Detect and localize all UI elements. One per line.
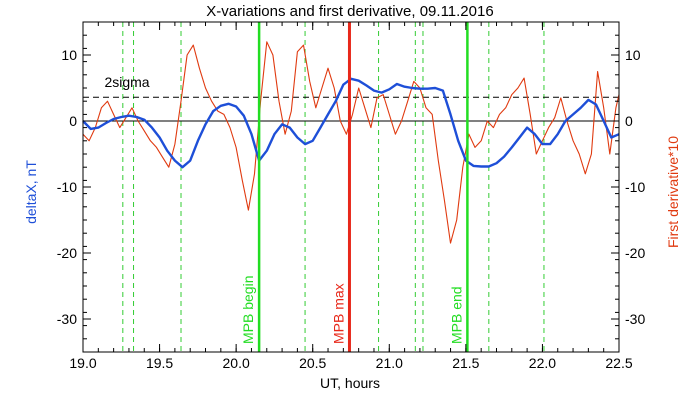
marker-label-1: MPB max [330,283,346,344]
chart-title: X-variations and first derivative, 09.11… [206,3,493,20]
x-tick-label-2: 20.0 [223,355,250,371]
x-tick-label-5: 21.5 [452,355,479,371]
plot-frame [82,21,620,353]
y-tick-label-left-0: 10 [61,47,77,63]
threshold-label: 2sigma [104,74,149,90]
y-tick-label-right-3: -20 [625,245,645,261]
x-tick-label-4: 21.0 [376,355,403,371]
y-tick-label-left-2: -10 [57,179,77,195]
plot-area: 2sigma MPB begin MPB max MPB end 19.0 19.5 20.… [57,21,645,371]
y-tick-label-right-2: -10 [625,179,645,195]
x-tick-label-7: 22.5 [605,355,632,371]
y-axis-label-left: deltaX, nT [23,160,39,224]
x-tick-label-6: 22.0 [529,355,556,371]
x-tick-label-1: 19.5 [146,355,173,371]
marker-label-0: MPB begin [240,276,256,344]
x-tick-label-0: 19.0 [69,355,96,371]
y-tick-label-right-0: 10 [625,47,641,63]
y-tick-label-right-1: 0 [625,113,633,129]
x-axis-label: UT, hours [320,375,380,391]
y-tick-label-right-4: -30 [625,311,645,327]
y-tick-label-left-1: 0 [69,113,77,129]
x-tick-label-3: 20.5 [299,355,326,371]
y-tick-label-left-4: -30 [57,311,77,327]
y-axis-label-right: First derivative*10 [665,136,681,248]
series-line-deltaX [82,77,620,169]
marker-label-2: MPB end [448,286,464,344]
y-tick-label-left-3: -20 [57,245,77,261]
series-line-derivative [82,41,620,244]
